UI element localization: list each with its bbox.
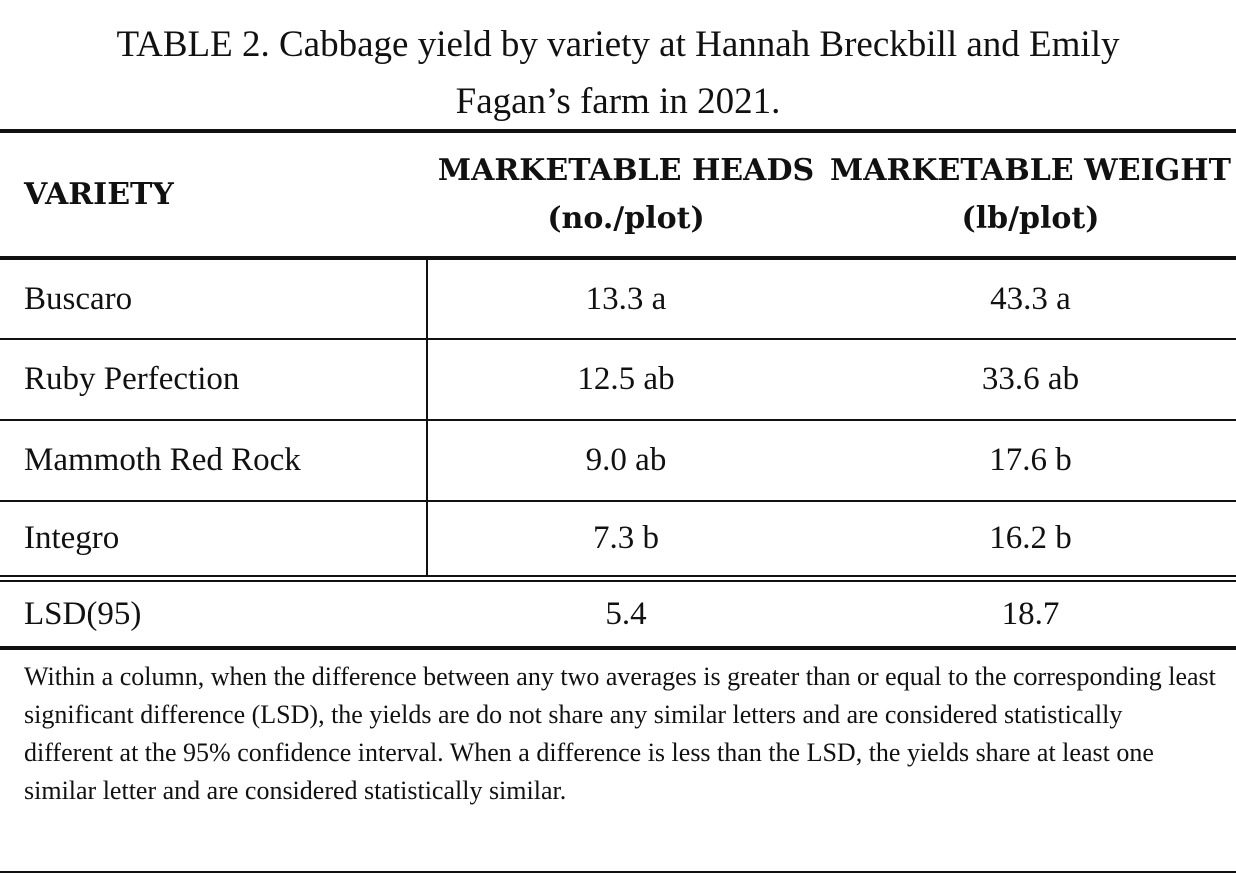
- column-header: VARIETY: [24, 176, 174, 212]
- table-cell: 33.6 ab: [981, 361, 1080, 397]
- table-cell: 12.5 ab: [577, 361, 675, 397]
- table-note: Within a column, when the difference bet…: [24, 662, 1216, 805]
- lsd-cell: 18.7: [1001, 595, 1060, 632]
- table-cell: 9.0 ab: [585, 442, 667, 478]
- column-header: MARKETABLE WEIGHT (lb/plot): [830, 152, 1231, 236]
- table-cell: 7.3 b: [593, 520, 659, 556]
- rule: [0, 646, 1236, 650]
- lsd-cell: LSD(95): [24, 595, 142, 632]
- row-rule: [0, 500, 1236, 502]
- rule: [0, 256, 1236, 260]
- table-cell: Buscaro: [24, 281, 133, 317]
- table-cell: 16.2 b: [989, 520, 1072, 556]
- rule: [0, 871, 1236, 873]
- rule: [0, 129, 1236, 133]
- column-header: MARKETABLE HEADS (no./plot): [437, 152, 815, 236]
- table-cell: 43.3 a: [990, 281, 1071, 317]
- table-title: TABLE 2. Cabbage yield by variety at Han…: [116, 24, 1120, 122]
- table-cell: 13.3 a: [585, 281, 667, 317]
- table-cell: Integro: [24, 520, 120, 556]
- row-rule: [0, 338, 1236, 340]
- table-cell: 17.6 b: [989, 442, 1072, 478]
- double-rule: [0, 580, 1236, 582]
- column-rule: [426, 260, 428, 576]
- lsd-cell: 5.4: [605, 595, 647, 632]
- table-cell: Ruby Perfection: [24, 361, 240, 397]
- double-rule: [0, 575, 1236, 577]
- row-rule: [0, 419, 1236, 421]
- table-cell: Mammoth Red Rock: [24, 442, 301, 478]
